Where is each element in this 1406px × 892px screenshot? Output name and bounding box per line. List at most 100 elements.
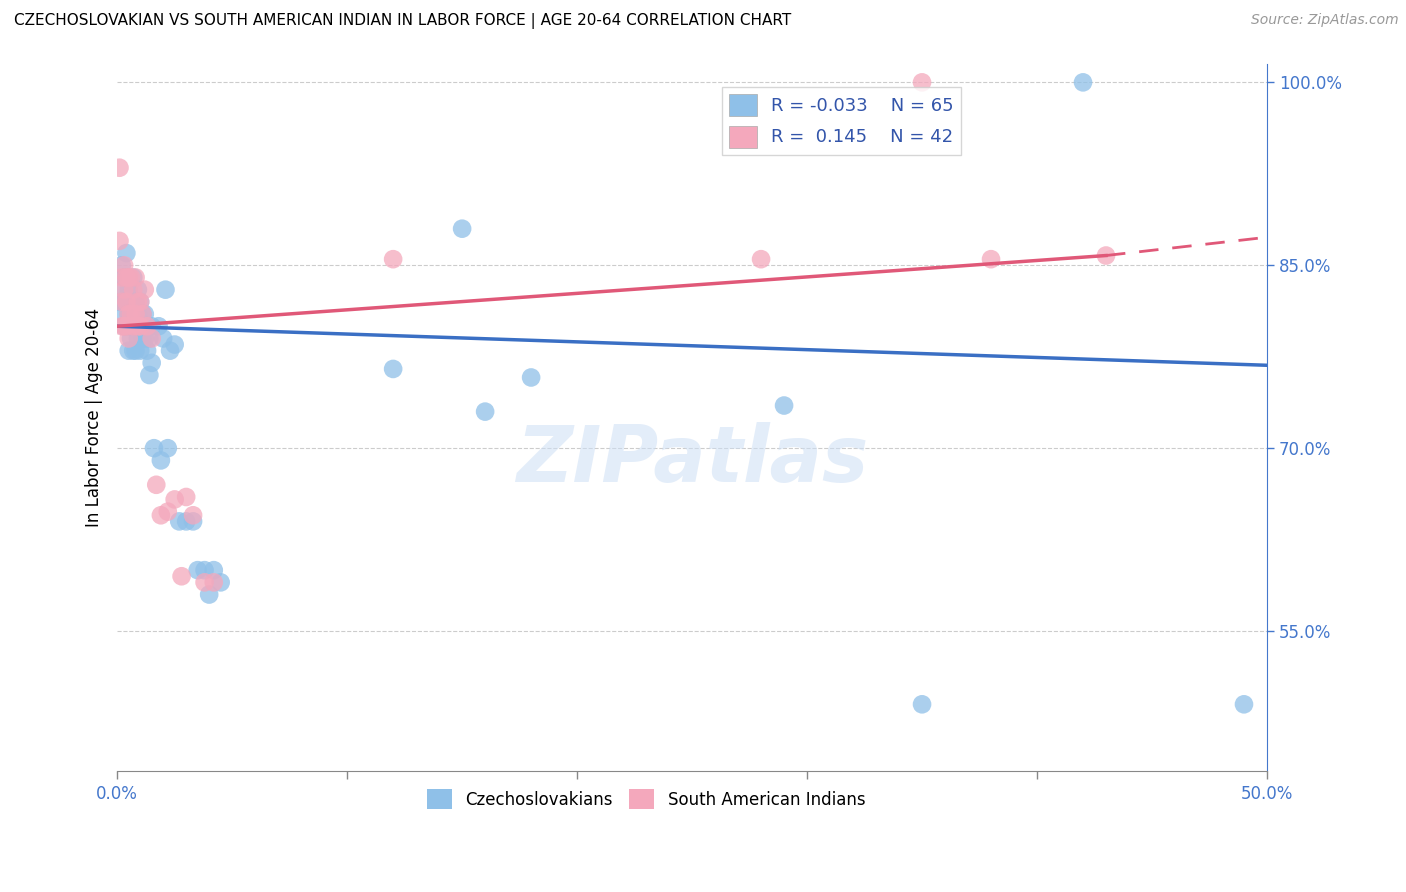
Point: [118, 283, 141, 297]
Point: [129, 294, 152, 309]
Point: [129, 319, 152, 334]
Point: [149, 508, 172, 523]
Point: [111, 283, 134, 297]
Point: [124, 319, 146, 334]
Point: [134, 307, 156, 321]
Point: [145, 477, 167, 491]
Point: [159, 343, 181, 358]
Point: [118, 343, 141, 358]
Text: ZIPatlas: ZIPatlas: [516, 422, 869, 498]
Point: [174, 515, 197, 529]
Point: [141, 356, 163, 370]
Point: [980, 252, 1002, 267]
Point: [112, 270, 135, 285]
Point: [141, 331, 163, 345]
Point: [129, 319, 152, 334]
Point: [124, 307, 146, 321]
Point: [112, 294, 135, 309]
Point: [138, 331, 160, 345]
Point: [131, 307, 153, 321]
Point: [209, 575, 232, 590]
Point: [911, 75, 934, 89]
Point: [749, 252, 772, 267]
Point: [170, 569, 193, 583]
Point: [115, 319, 138, 334]
Point: [108, 161, 131, 175]
Point: [202, 575, 225, 590]
Point: [112, 258, 135, 272]
Point: [127, 319, 149, 334]
Point: [108, 307, 131, 321]
Point: [112, 319, 135, 334]
Point: [1233, 698, 1256, 712]
Point: [143, 441, 166, 455]
Point: [127, 294, 149, 309]
Point: [198, 588, 221, 602]
Point: [163, 337, 186, 351]
Point: [120, 319, 142, 334]
Point: [122, 319, 145, 334]
Point: [155, 283, 177, 297]
Point: [149, 453, 172, 467]
Point: [111, 270, 134, 285]
Point: [122, 283, 145, 297]
Point: [1071, 75, 1094, 89]
Point: [127, 307, 149, 321]
Point: [156, 505, 179, 519]
Point: [131, 331, 153, 345]
Point: [202, 563, 225, 577]
Y-axis label: In Labor Force | Age 20-64: In Labor Force | Age 20-64: [86, 308, 103, 527]
Point: [1095, 248, 1118, 262]
Point: [382, 362, 405, 376]
Point: [136, 319, 159, 334]
Point: [148, 319, 170, 334]
Point: [118, 307, 141, 321]
Point: [120, 270, 142, 285]
Point: [138, 368, 160, 382]
Point: [112, 319, 135, 334]
Point: [136, 343, 159, 358]
Point: [520, 370, 543, 384]
Point: [127, 331, 149, 345]
Point: [115, 270, 138, 285]
Point: [194, 563, 217, 577]
Point: [134, 283, 156, 297]
Point: [120, 331, 142, 345]
Point: [169, 515, 191, 529]
Point: [111, 319, 134, 334]
Point: [115, 270, 138, 285]
Point: [118, 331, 141, 345]
Point: [108, 234, 131, 248]
Point: [122, 270, 145, 285]
Point: [122, 319, 145, 334]
Point: [136, 319, 159, 334]
Point: [451, 221, 474, 235]
Point: [187, 563, 209, 577]
Point: [156, 441, 179, 455]
Point: [118, 307, 141, 321]
Point: [174, 490, 197, 504]
Point: [115, 319, 138, 334]
Point: [120, 294, 142, 309]
Point: [474, 404, 496, 418]
Point: [111, 258, 134, 272]
Point: [118, 270, 141, 285]
Point: [124, 343, 146, 358]
Point: [122, 294, 145, 309]
Point: [773, 399, 796, 413]
Legend: Czechoslovakians, South American Indians: Czechoslovakians, South American Indians: [420, 782, 872, 816]
Text: Source: ZipAtlas.com: Source: ZipAtlas.com: [1251, 13, 1399, 28]
Point: [112, 283, 135, 297]
Point: [124, 270, 146, 285]
Point: [911, 698, 934, 712]
Point: [141, 319, 163, 334]
Point: [181, 508, 204, 523]
Point: [129, 294, 152, 309]
Point: [163, 492, 186, 507]
Point: [115, 294, 138, 309]
Point: [124, 294, 146, 309]
Point: [134, 331, 156, 345]
Point: [108, 294, 131, 309]
Point: [122, 343, 145, 358]
Point: [131, 307, 153, 321]
